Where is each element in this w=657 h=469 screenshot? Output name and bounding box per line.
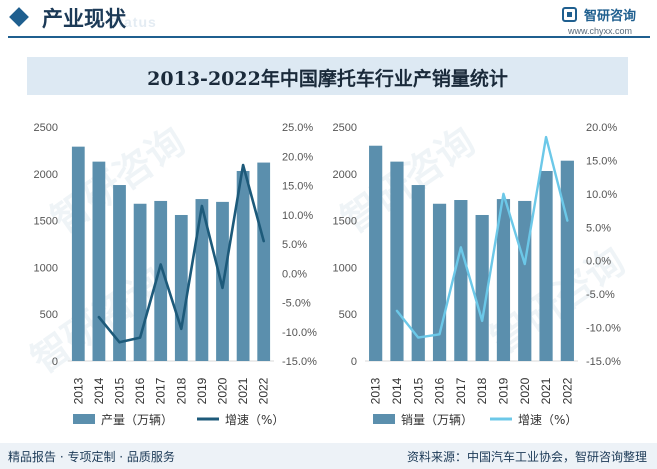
x-tick-label: 2016 — [133, 377, 147, 404]
y-left-tick-label: 2500 — [333, 122, 357, 134]
y-left-tick-label: 0 — [351, 356, 357, 368]
header-watermark: Status — [108, 14, 157, 30]
x-tick-label: 2019 — [496, 377, 510, 404]
growth-line — [395, 135, 569, 339]
bar — [113, 185, 126, 361]
bar — [174, 214, 188, 361]
footer-source: 资料来源：中国汽车工业协会，智研咨询整理 — [406, 450, 647, 464]
chart-title-band: 2013-2022年中国摩托车行业产销量统计 — [27, 57, 628, 95]
y-right-tick-label: -15.0% — [282, 356, 317, 368]
x-tick-label: 2018 — [475, 377, 489, 404]
bar — [475, 214, 489, 361]
y-left-tick-label: 1500 — [333, 216, 357, 228]
x-tick-label: 2020 — [216, 377, 230, 404]
y-left-tick-label: 500 — [40, 309, 58, 321]
logo-name: 智研咨询 — [584, 9, 637, 24]
bar — [496, 199, 511, 361]
x-tick-label: 2016 — [433, 377, 447, 404]
y-left-tick-label: 0 — [52, 356, 58, 368]
x-tick-label: 2017 — [454, 377, 468, 404]
y-left-tick-label: 2000 — [333, 169, 357, 181]
y-right-tick-label: 25.0% — [282, 122, 313, 134]
bar — [92, 161, 106, 361]
bar — [411, 185, 425, 361]
chart-title: 2013-2022年中国摩托车行业产销量统计 — [147, 68, 508, 90]
x-tick-label: 2022 — [560, 377, 574, 404]
legend-line-label: 增速（%） — [518, 413, 577, 427]
bar — [518, 200, 532, 361]
bar — [236, 170, 250, 361]
footer: 精品报告 · 专项定制 · 品质服务 资料来源：中国汽车工业协会，智研咨询整理 — [0, 443, 657, 469]
x-tick-label: 2021 — [539, 377, 553, 404]
footer-tagline: 精品报告 · 专项定制 · 品质服务 — [8, 450, 175, 464]
bar — [71, 146, 85, 361]
x-tick-label: 2015 — [411, 377, 425, 404]
bar — [369, 145, 383, 361]
x-tick-label: 2013 — [71, 377, 85, 404]
x-tick-label: 2015 — [113, 377, 127, 404]
x-tick-label: 2019 — [195, 377, 209, 404]
y-right-tick-label: 5.0% — [282, 239, 307, 251]
x-tick-label: 2013 — [369, 377, 383, 404]
header: Status 产业现状 智研咨询 www.chyxx.com — [0, 0, 657, 40]
y-right-tick-label: 20.0% — [282, 151, 313, 163]
bar — [454, 200, 468, 361]
bar — [539, 170, 553, 361]
y-right-tick-label: 10.0% — [586, 189, 617, 201]
y-left-tick-label: 2000 — [34, 169, 58, 181]
legend-bar-swatch — [373, 414, 395, 424]
x-tick-label: 2022 — [257, 377, 271, 404]
y-right-tick-label: 15.0% — [282, 181, 313, 193]
x-tick-label: 2020 — [518, 377, 532, 404]
x-tick-label: 2021 — [236, 377, 250, 404]
y-left-tick-label: 1500 — [34, 216, 58, 228]
y-left-tick-label: 1000 — [333, 262, 357, 274]
y-right-tick-label: -10.0% — [282, 327, 317, 339]
y-right-tick-label: -5.0% — [282, 298, 311, 310]
y-right-tick-label: 15.0% — [586, 155, 617, 167]
x-tick-label: 2014 — [92, 377, 106, 404]
x-tick-label: 2014 — [390, 377, 404, 404]
bar — [257, 162, 271, 361]
x-tick-label: 2018 — [174, 377, 188, 404]
brand-logo: 智研咨询 www.chyxx.com — [562, 5, 652, 37]
y-right-tick-label: 10.0% — [282, 210, 313, 222]
bar — [154, 200, 168, 361]
y-right-tick-label: -5.0% — [586, 289, 615, 301]
y-right-tick-label: -10.0% — [586, 323, 621, 335]
legend-bar-swatch — [73, 414, 95, 424]
y-left-tick-label: 500 — [339, 309, 357, 321]
y-right-tick-label: 0.0% — [586, 256, 611, 268]
y-right-tick-label: 5.0% — [586, 222, 611, 234]
bar — [432, 203, 447, 361]
x-tick-label: 2017 — [154, 377, 168, 404]
y-right-tick-label: -15.0% — [586, 356, 621, 368]
page-title: 产业现状 — [42, 7, 126, 31]
y-left-tick-label: 1000 — [34, 262, 58, 274]
header-divider — [8, 36, 650, 38]
growth-line — [97, 163, 266, 344]
legend-bar-label: 产量（万辆） — [101, 413, 173, 427]
logo-icon — [562, 7, 577, 22]
y-right-tick-label: 20.0% — [586, 122, 617, 134]
y-left-tick-label: 2500 — [34, 122, 58, 134]
y-right-tick-label: 0.0% — [282, 268, 307, 280]
legend-bar-label: 销量（万辆） — [401, 413, 473, 427]
bar — [560, 160, 574, 361]
bar — [195, 199, 209, 361]
logo-url: www.chyxx.com — [568, 26, 633, 36]
legend-line-label: 增速（%） — [225, 413, 284, 427]
bar — [390, 161, 404, 361]
